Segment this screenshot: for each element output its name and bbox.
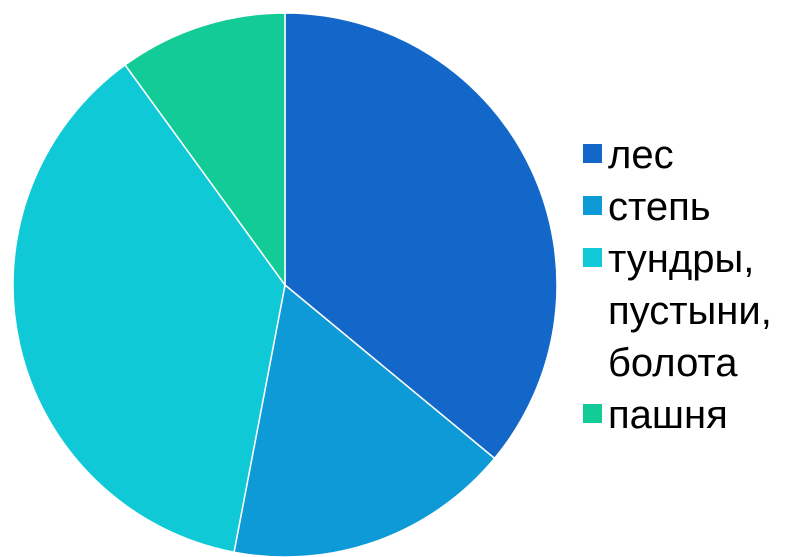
pie-slice-tundra: [12, 63, 286, 554]
legend-swatch-step: [583, 196, 602, 215]
legend-item-pashnya: пашня: [583, 389, 810, 441]
legend-swatch-les: [583, 144, 602, 163]
pie-slice-step: [233, 283, 496, 557]
legend-label-step: степь: [608, 185, 711, 229]
pie-slice-les: [284, 12, 558, 460]
legend-label-pashnya: пашня: [608, 393, 728, 437]
pie-slices: [12, 12, 558, 557]
legend-label-tundra: тундры, пустыни, болота: [608, 237, 772, 385]
pie-slice-pashnya: [124, 12, 286, 288]
legend-item-step: степь: [583, 181, 810, 233]
legend-label-les: лес: [608, 133, 674, 177]
legend-swatch-tundra: [583, 248, 602, 267]
legend-item-les: лес: [583, 129, 810, 181]
legend-item-tundra: тундры, пустыни, болота: [583, 233, 810, 389]
chart-legend: лес степь тундры, пустыни, болота пашня: [583, 129, 810, 441]
legend-swatch-pashnya: [583, 404, 602, 423]
